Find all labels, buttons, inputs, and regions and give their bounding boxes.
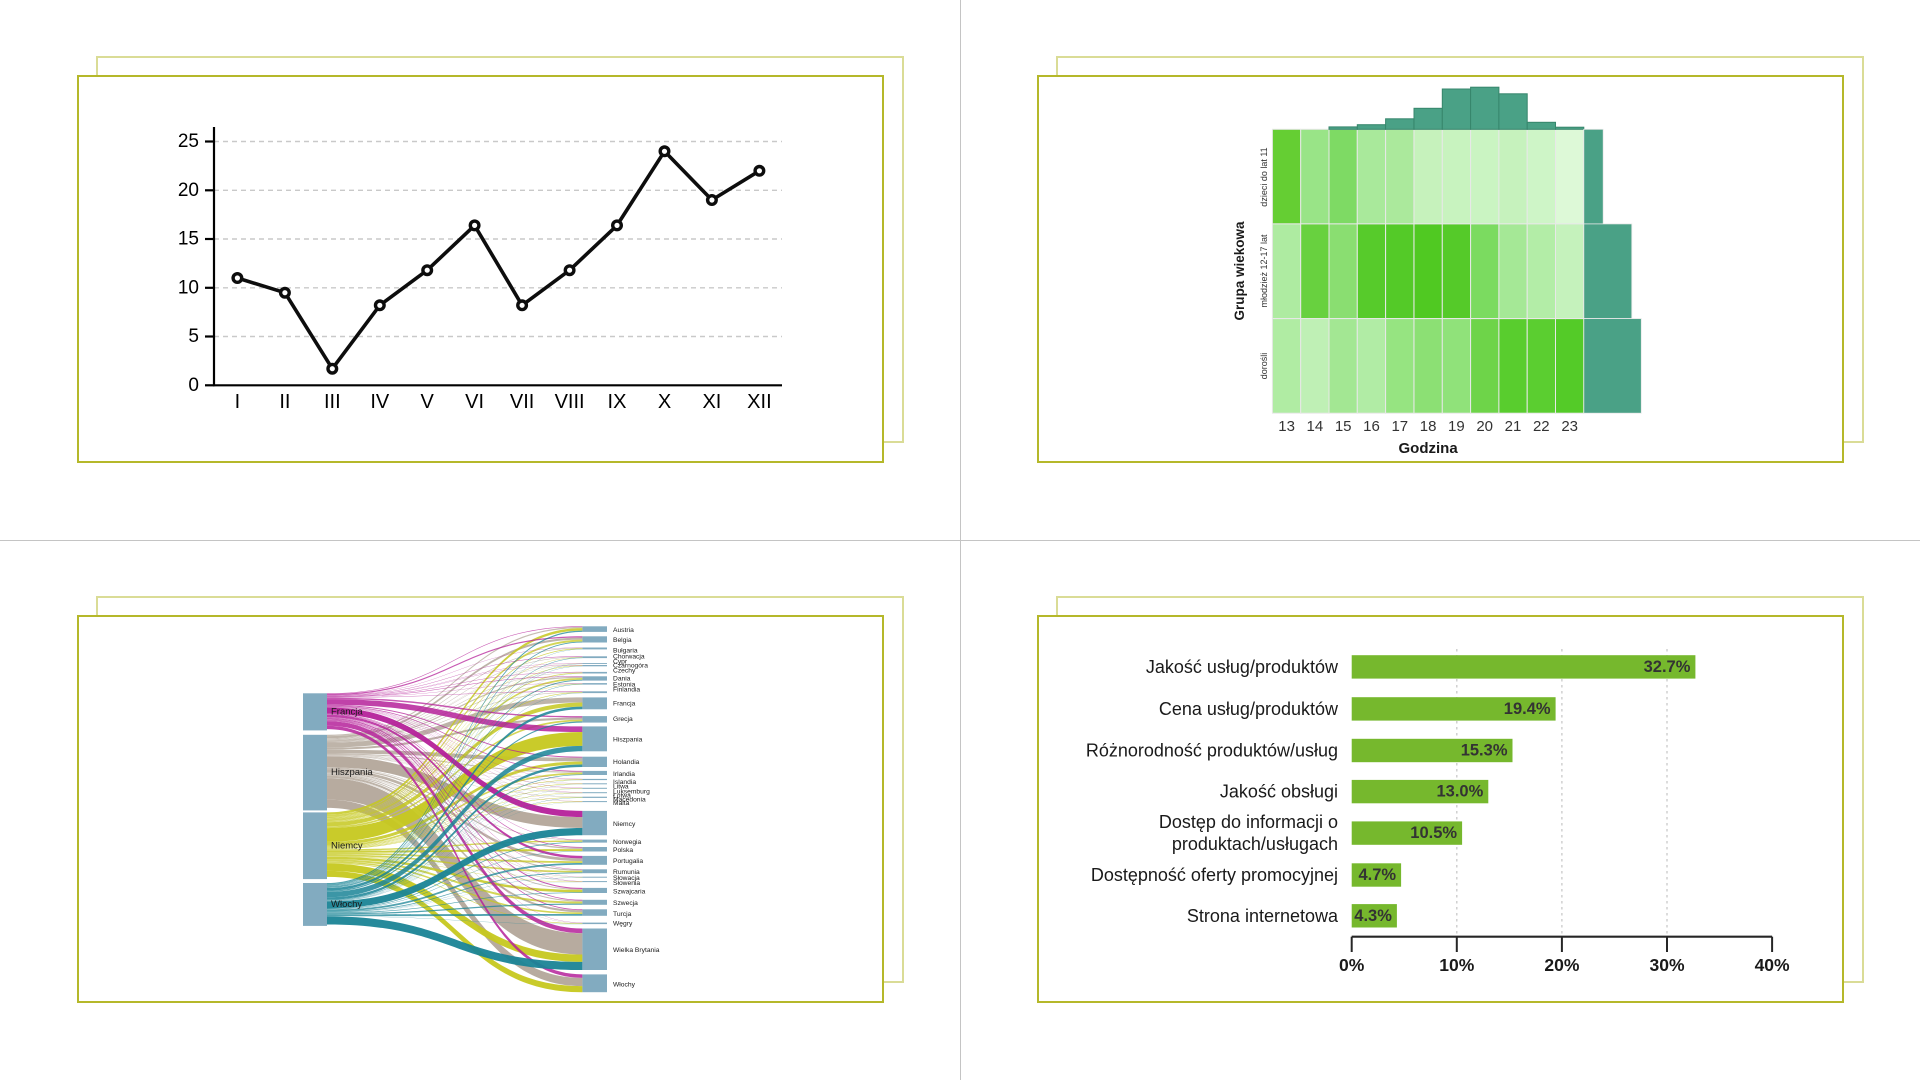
svg-text:Szwajcaria: Szwajcaria [613, 889, 646, 896]
svg-text:Belgia: Belgia [613, 637, 632, 644]
svg-text:13.0%: 13.0% [1437, 783, 1484, 801]
svg-text:IV: IV [370, 391, 390, 413]
svg-text:Niemcy: Niemcy [613, 821, 636, 828]
svg-text:XI: XI [702, 391, 721, 413]
svg-text:Słowacja: Słowacja [613, 875, 640, 882]
svg-text:40%: 40% [1755, 955, 1790, 975]
svg-text:Jakość obsługi: Jakość obsługi [1220, 782, 1338, 802]
svg-text:młodzież 12-17 lat: młodzież 12-17 lat [1259, 234, 1269, 308]
svg-text:23: 23 [1561, 418, 1578, 435]
svg-text:VI: VI [465, 391, 484, 413]
svg-text:Dostęp do informacji o: Dostęp do informacji o [1159, 812, 1338, 832]
svg-text:Holandia: Holandia [613, 759, 640, 766]
svg-text:10: 10 [178, 277, 199, 298]
svg-text:Cena usług/produktów: Cena usług/produktów [1159, 699, 1339, 719]
svg-text:I: I [235, 391, 241, 413]
svg-text:IX: IX [608, 391, 627, 413]
svg-text:Dostępność oferty promocyjnej: Dostępność oferty promocyjnej [1091, 865, 1338, 885]
svg-text:15: 15 [1335, 418, 1352, 435]
svg-text:15: 15 [178, 229, 199, 250]
svg-text:Estonia: Estonia [613, 681, 636, 688]
svg-text:19.4%: 19.4% [1504, 700, 1551, 718]
svg-text:Austria: Austria [613, 627, 634, 634]
svg-text:Szwecja: Szwecja [613, 900, 638, 907]
svg-text:Cypr: Cypr [613, 658, 628, 665]
svg-text:25: 25 [178, 131, 199, 152]
svg-text:10.5%: 10.5% [1410, 824, 1457, 842]
svg-text:Godzina: Godzina [1399, 440, 1459, 457]
svg-text:18: 18 [1420, 418, 1437, 435]
svg-text:Włochy: Włochy [331, 899, 362, 910]
svg-text:0%: 0% [1339, 955, 1365, 975]
svg-text:20: 20 [178, 180, 199, 201]
svg-text:Słowenia: Słowenia [613, 880, 640, 887]
svg-text:Finlandia: Finlandia [613, 687, 640, 694]
svg-text:Luksemburg: Luksemburg [613, 789, 650, 796]
svg-text:Węgry: Węgry [613, 921, 633, 928]
svg-text:32.7%: 32.7% [1644, 658, 1691, 676]
svg-text:Czechy: Czechy [613, 667, 636, 674]
svg-text:Francja: Francja [613, 700, 636, 707]
svg-text:Hiszpania: Hiszpania [613, 737, 643, 744]
svg-text:19: 19 [1448, 418, 1465, 435]
svg-text:21: 21 [1505, 418, 1522, 435]
svg-text:20%: 20% [1544, 955, 1579, 975]
svg-text:Włochy: Włochy [613, 982, 636, 989]
svg-text:V: V [421, 391, 435, 413]
svg-text:Niemcy: Niemcy [331, 840, 363, 851]
svg-text:VIII: VIII [555, 391, 585, 413]
svg-text:X: X [658, 391, 671, 413]
svg-text:30%: 30% [1649, 955, 1684, 975]
svg-text:0: 0 [188, 375, 199, 396]
svg-text:produktach/usługach: produktach/usługach [1172, 834, 1338, 854]
svg-text:14: 14 [1307, 418, 1324, 435]
svg-text:Wielka Brytania: Wielka Brytania [613, 947, 660, 954]
svg-text:17: 17 [1391, 418, 1408, 435]
svg-text:Francja: Francja [331, 706, 363, 717]
svg-text:Strona internetowa: Strona internetowa [1187, 906, 1339, 926]
svg-text:Malta: Malta [613, 800, 630, 807]
svg-text:Dania: Dania [613, 676, 631, 683]
svg-text:13: 13 [1278, 418, 1295, 435]
svg-text:4.7%: 4.7% [1358, 866, 1396, 884]
svg-text:Islandia: Islandia [613, 779, 636, 786]
svg-text:Macedonia: Macedonia [613, 796, 646, 803]
svg-text:Hiszpania: Hiszpania [331, 767, 373, 778]
svg-text:Chorwacja: Chorwacja [613, 654, 645, 661]
svg-text:dzieci do lat 11: dzieci do lat 11 [1259, 147, 1269, 206]
svg-text:Irlandia: Irlandia [613, 771, 635, 778]
svg-text:15.3%: 15.3% [1461, 742, 1508, 760]
svg-text:10%: 10% [1439, 955, 1474, 975]
svg-text:Norwegia: Norwegia [613, 839, 642, 846]
svg-text:5: 5 [188, 326, 199, 347]
svg-text:Polska: Polska [613, 847, 633, 854]
svg-text:Portugalia: Portugalia [613, 858, 643, 865]
svg-text:Rumunia: Rumunia [613, 869, 640, 876]
svg-text:Litwa: Litwa [613, 783, 629, 790]
svg-text:16: 16 [1363, 418, 1380, 435]
svg-text:Grupa wiekowa: Grupa wiekowa [1232, 221, 1247, 321]
svg-text:22: 22 [1533, 418, 1550, 435]
svg-text:Jakość usług/produktów: Jakość usług/produktów [1146, 657, 1339, 677]
svg-text:Grecja: Grecja [613, 716, 633, 723]
svg-text:Różnorodność produktów/usług: Różnorodność produktów/usług [1086, 741, 1338, 761]
svg-text:Bułgaria: Bułgaria [613, 647, 638, 654]
svg-text:VII: VII [510, 391, 534, 413]
svg-text:XII: XII [747, 391, 771, 413]
svg-text:20: 20 [1476, 418, 1493, 435]
svg-text:III: III [324, 391, 341, 413]
svg-text:Turcja: Turcja [613, 911, 632, 918]
svg-text:Łotwa: Łotwa [613, 792, 631, 799]
svg-text:II: II [279, 391, 290, 413]
svg-text:4.3%: 4.3% [1354, 907, 1392, 925]
svg-text:dorośli: dorośli [1259, 353, 1269, 380]
svg-text:Czarnogóra: Czarnogóra [613, 662, 648, 669]
